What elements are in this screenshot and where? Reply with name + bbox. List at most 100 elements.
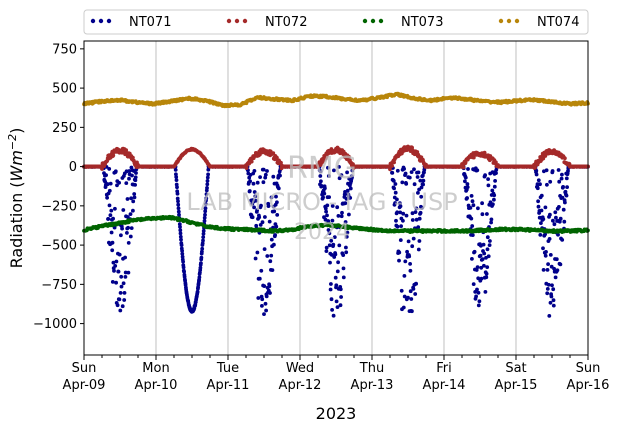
- nt071-point: [483, 173, 487, 178]
- nt071-point: [397, 250, 402, 255]
- nt071-point: [414, 217, 419, 222]
- nt071-point: [543, 205, 548, 210]
- nt071-point: [469, 194, 474, 198]
- nt071-point: [338, 303, 343, 308]
- nt071-point: [547, 314, 552, 318]
- nt071-point: [124, 181, 129, 186]
- nt071-point: [550, 169, 555, 173]
- nt071-point: [545, 291, 550, 296]
- nt071-point: [341, 253, 346, 257]
- nt071-point: [335, 269, 340, 274]
- nt071-point: [175, 196, 180, 201]
- nt071-point: [128, 234, 133, 239]
- nt071-point: [475, 265, 480, 269]
- x-tick-label: Apr-12: [279, 378, 322, 393]
- y-tick-label: −500: [41, 239, 77, 254]
- nt071-point: [335, 205, 340, 210]
- nt071-point: [104, 173, 108, 178]
- x-tick-label: Apr-09: [63, 378, 106, 393]
- legend-box: [83, 9, 589, 35]
- nt071-point: [557, 205, 561, 209]
- nt071-point: [406, 295, 410, 300]
- nt071-point: [390, 171, 395, 175]
- nt072-point: [279, 160, 283, 165]
- nt071-point: [125, 197, 130, 201]
- nt071-point: [485, 235, 490, 240]
- nt071-point: [539, 193, 544, 198]
- nt071-point: [483, 290, 488, 294]
- nt071-point: [564, 176, 569, 181]
- nt071-point: [259, 203, 263, 208]
- nt071-point: [334, 283, 339, 288]
- nt071-point: [252, 205, 256, 210]
- nt071-point: [541, 246, 545, 251]
- nt071-point: [562, 219, 567, 224]
- nt071-point: [535, 186, 540, 191]
- nt071-point: [407, 175, 412, 180]
- nt071-point: [350, 175, 354, 180]
- nt071-point: [411, 287, 416, 291]
- nt071-point: [418, 178, 423, 183]
- nt071-point: [393, 190, 398, 195]
- nt071-point: [334, 299, 339, 304]
- nt071-point: [552, 266, 556, 271]
- nt071-point: [407, 254, 412, 259]
- nt071-point: [470, 199, 475, 204]
- nt071-point: [205, 175, 210, 180]
- gridlines: [155, 41, 517, 355]
- nt071-point: [180, 254, 185, 259]
- nt071-point: [408, 268, 413, 273]
- nt071-point: [395, 210, 400, 215]
- nt071-point: [128, 212, 133, 217]
- nt071-point: [278, 173, 282, 178]
- nt071-point: [541, 268, 546, 272]
- nt071-point: [319, 179, 323, 184]
- x-tick-label: Mon: [142, 361, 169, 376]
- nt071-point: [111, 216, 115, 221]
- nt071-point: [485, 247, 490, 252]
- nt071-point: [420, 173, 425, 178]
- nt071-point: [276, 186, 281, 191]
- nt072-point: [136, 163, 140, 167]
- nt071-point: [534, 172, 539, 177]
- nt071-point: [492, 193, 497, 198]
- nt071-point: [560, 238, 565, 242]
- nt071-point: [262, 247, 267, 252]
- nt071-point: [121, 281, 126, 286]
- nt071-point: [348, 196, 353, 200]
- nt071-point: [119, 274, 124, 279]
- nt071-point: [197, 275, 202, 280]
- nt071-point: [468, 206, 473, 210]
- nt071-point: [178, 234, 183, 239]
- nt071-point: [318, 169, 323, 174]
- legend-marker: [242, 18, 248, 24]
- nt071-point: [269, 237, 274, 242]
- legend-marker: [234, 18, 240, 24]
- nt071-point: [485, 265, 490, 269]
- nt071-point: [126, 225, 130, 230]
- nt071-point: [551, 298, 556, 303]
- nt071-point: [252, 169, 257, 173]
- nt071-point: [566, 169, 570, 173]
- nt072-point: [208, 164, 212, 168]
- nt071-point: [330, 218, 335, 223]
- nt071-point: [107, 167, 112, 171]
- nt071-point: [344, 245, 348, 250]
- nt072-point: [271, 151, 276, 156]
- nt071-point: [256, 296, 261, 300]
- nt071-point: [264, 294, 269, 299]
- nt071-point: [117, 297, 122, 302]
- nt072-point: [100, 167, 104, 171]
- nt071-point: [341, 266, 346, 271]
- nt071-point: [544, 168, 549, 173]
- nt071-point: [398, 210, 403, 215]
- nt071-point: [257, 276, 262, 281]
- nt071-point: [176, 199, 180, 204]
- x-tick-label: Apr-13: [351, 378, 394, 393]
- nt071-point: [178, 228, 183, 233]
- nt071-point: [179, 237, 183, 242]
- nt071-point: [348, 186, 353, 191]
- nt071-point: [329, 238, 334, 243]
- nt071-point: [555, 268, 560, 273]
- nt071-point: [255, 208, 259, 213]
